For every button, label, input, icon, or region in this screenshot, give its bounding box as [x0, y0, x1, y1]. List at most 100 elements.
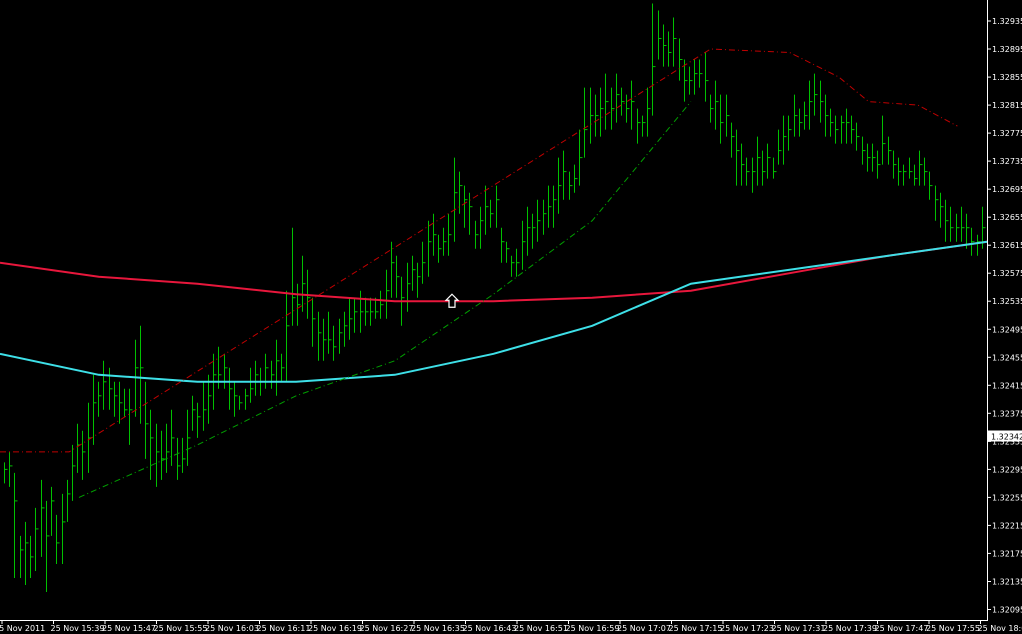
price-bar	[679, 38, 683, 81]
indicator-line-4	[0, 48, 958, 453]
price-tick-label: 1.32295	[992, 465, 1022, 474]
price-bar	[882, 115, 886, 165]
price-bar	[203, 381, 207, 431]
price-bar	[9, 451, 13, 487]
time-tick-label: 25 Nov 17:55	[926, 624, 980, 633]
price-bar	[663, 24, 667, 67]
price-bar	[872, 143, 876, 172]
price-bar	[46, 500, 50, 592]
price-bar	[658, 10, 662, 60]
price-bar	[642, 115, 646, 137]
price-tick-label: 1.32175	[992, 549, 1022, 558]
price-tick-label: 1.32255	[992, 493, 1022, 502]
price-bar	[20, 535, 24, 578]
time-tick-label: 25 Nov 17:07	[617, 624, 671, 633]
price-bar	[370, 297, 374, 326]
price-bar	[333, 325, 337, 361]
price-bar	[626, 94, 630, 123]
price-bar	[945, 199, 949, 242]
price-bar	[558, 157, 562, 214]
price-bar	[292, 227, 296, 326]
price-tick-label: 1.32495	[992, 325, 1022, 334]
price-bar	[35, 507, 39, 571]
price-tick-label: 1.32415	[992, 381, 1022, 390]
time-tick-label: 25 Nov 17:15	[669, 624, 723, 633]
price-bar	[72, 444, 76, 501]
price-bar	[773, 157, 777, 179]
price-bar	[192, 395, 196, 431]
price-bar	[579, 129, 583, 186]
price-bar	[762, 150, 766, 186]
price-bar	[354, 297, 358, 333]
price-bar	[375, 297, 379, 319]
price-bar	[846, 108, 850, 144]
price-bar	[684, 59, 688, 102]
price-bar	[407, 262, 411, 312]
price-bar	[339, 318, 343, 354]
price-bar	[433, 213, 437, 256]
time-tick-label: 25 Nov 16:27	[360, 624, 414, 633]
time-tick-label: 25 Nov 16:03	[205, 624, 259, 633]
indicator-line-3	[78, 101, 692, 498]
price-bar	[929, 171, 933, 200]
price-bar	[877, 150, 881, 179]
price-bar	[182, 437, 186, 473]
price-bar	[757, 136, 761, 186]
price-axis-labels: 1.32935 1.32895 1.32855 1.32815 1.32775 1.327…	[987, 17, 1022, 615]
price-bar	[867, 143, 871, 172]
price-bar	[898, 157, 902, 186]
price-bar	[82, 430, 86, 480]
price-bar	[323, 318, 327, 361]
signal-markers	[444, 293, 460, 308]
price-bar	[647, 87, 651, 137]
price-bar	[971, 227, 975, 256]
price-bar	[888, 136, 892, 165]
price-bar	[417, 262, 421, 298]
price-bar	[30, 535, 34, 578]
time-tick-label: 25 Nov 16:35	[411, 624, 465, 633]
price-bar	[328, 311, 332, 354]
price-bar	[234, 381, 238, 417]
price-bar	[652, 3, 656, 116]
price-bar	[537, 199, 541, 242]
price-bar	[595, 94, 599, 137]
time-tick-label: 25 Nov 2011	[0, 624, 45, 633]
price-bar	[51, 486, 55, 536]
price-bar	[835, 115, 839, 144]
price-bar	[956, 213, 960, 242]
price-bar	[637, 108, 641, 144]
price-bar	[673, 17, 677, 67]
price-bar	[731, 122, 735, 158]
price-bar	[265, 353, 269, 389]
price-tick-label: 1.32135	[992, 578, 1022, 587]
price-bar	[799, 108, 803, 137]
price-bar	[830, 108, 834, 137]
price-bar	[4, 462, 8, 484]
price-bar	[553, 185, 557, 228]
price-bar	[903, 164, 907, 186]
price-bar	[689, 66, 693, 95]
price-bar	[438, 234, 442, 263]
price-bar	[548, 185, 552, 228]
time-tick-label: 25 Nov 16:59	[566, 624, 620, 633]
price-bar	[56, 514, 60, 564]
axes	[0, 0, 988, 621]
time-tick-label: 25 Nov 17:39	[823, 624, 877, 633]
price-bar	[914, 164, 918, 186]
price-bar	[862, 136, 866, 165]
price-bar	[584, 87, 588, 158]
price-bar	[569, 171, 573, 200]
price-bar	[271, 360, 275, 389]
price-bar	[924, 157, 928, 186]
price-tick-label: 1.32575	[992, 269, 1022, 278]
price-bar	[386, 269, 390, 319]
price-bar	[856, 122, 860, 151]
price-bar	[720, 94, 724, 144]
price-bar	[412, 255, 416, 291]
price-tick-label: 1.32095	[992, 606, 1022, 615]
price-bar	[318, 311, 322, 361]
price-bar	[475, 220, 479, 249]
